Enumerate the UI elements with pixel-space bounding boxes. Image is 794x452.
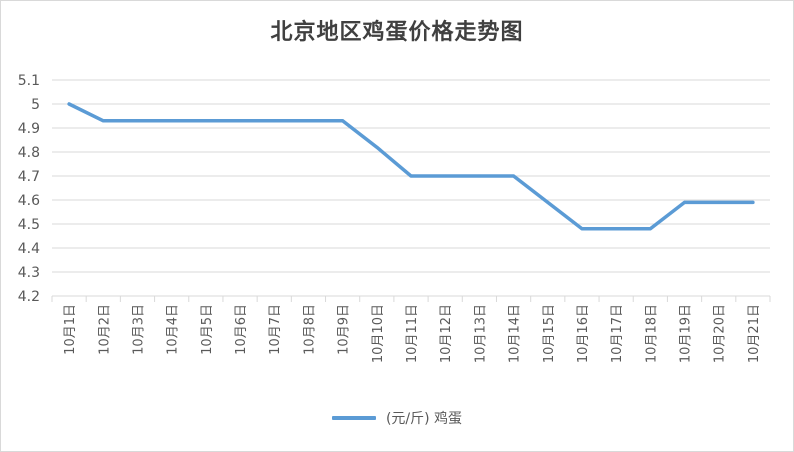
y-tick-label: 4.6 [18,193,40,209]
y-tick-label: 4.9 [18,121,40,137]
x-tick-label: 10月7日 [268,304,283,355]
y-tick-label: 5 [31,97,40,113]
data-point [546,200,550,204]
y-tick-label: 4.5 [18,217,40,233]
x-tick-label: 10月12日 [439,304,454,363]
data-point [170,119,174,123]
data-point [443,174,447,178]
chart-title: 北京地区鸡蛋价格走势图 [270,20,524,45]
series-line [67,102,755,231]
y-tick-label: 4.3 [18,265,40,281]
data-point [306,119,310,123]
data-point [135,119,139,123]
data-point [751,200,755,204]
x-tick-label: 10月11日 [405,304,420,363]
data-point [683,200,687,204]
data-point [67,102,71,106]
x-tick-label: 10月15日 [542,304,557,363]
x-tick-label: 10月17日 [610,304,625,363]
data-point [101,119,105,123]
y-tick-label: 5.1 [18,73,40,89]
y-tick-label: 4.4 [18,241,40,257]
x-tick-label: 10月2日 [97,304,112,355]
legend: (元/斤) 鸡蛋 [0,408,794,428]
x-tick-label: 10月10日 [371,304,386,363]
x-tick-label: 10月3日 [131,304,146,355]
x-tick-label: 10月9日 [337,304,352,355]
data-point [512,174,516,178]
x-tick-label: 10月14日 [508,304,523,363]
x-tick-label: 10月4日 [166,304,181,355]
x-tick-label: 10月16日 [576,304,591,363]
data-point [375,145,379,149]
data-point [409,174,413,178]
x-tick-label: 10月5日 [200,304,215,355]
legend-label: (元/斤) 鸡蛋 [385,411,463,427]
x-tick-label: 10月1日 [63,304,78,355]
data-point [614,227,618,231]
x-tick-label: 10月8日 [302,304,317,355]
data-point [477,174,481,178]
x-tick-label: 10月13日 [473,304,488,363]
data-point [648,227,652,231]
x-tick-label: 10月21日 [747,304,762,363]
y-tick-label: 4.2 [18,289,40,305]
data-point [272,119,276,123]
data-point [238,119,242,123]
x-tick-label: 10月6日 [234,304,249,355]
data-point [717,200,721,204]
x-tick-label: 10月19日 [679,304,694,363]
x-tick-label: 10月20日 [713,304,728,363]
data-point [204,119,208,123]
data-point [341,119,345,123]
data-point [580,227,584,231]
x-tick-label: 10月18日 [644,304,659,363]
y-tick-label: 4.8 [18,145,40,161]
legend-swatch [331,416,376,420]
y-tick-label: 4.7 [18,169,40,185]
